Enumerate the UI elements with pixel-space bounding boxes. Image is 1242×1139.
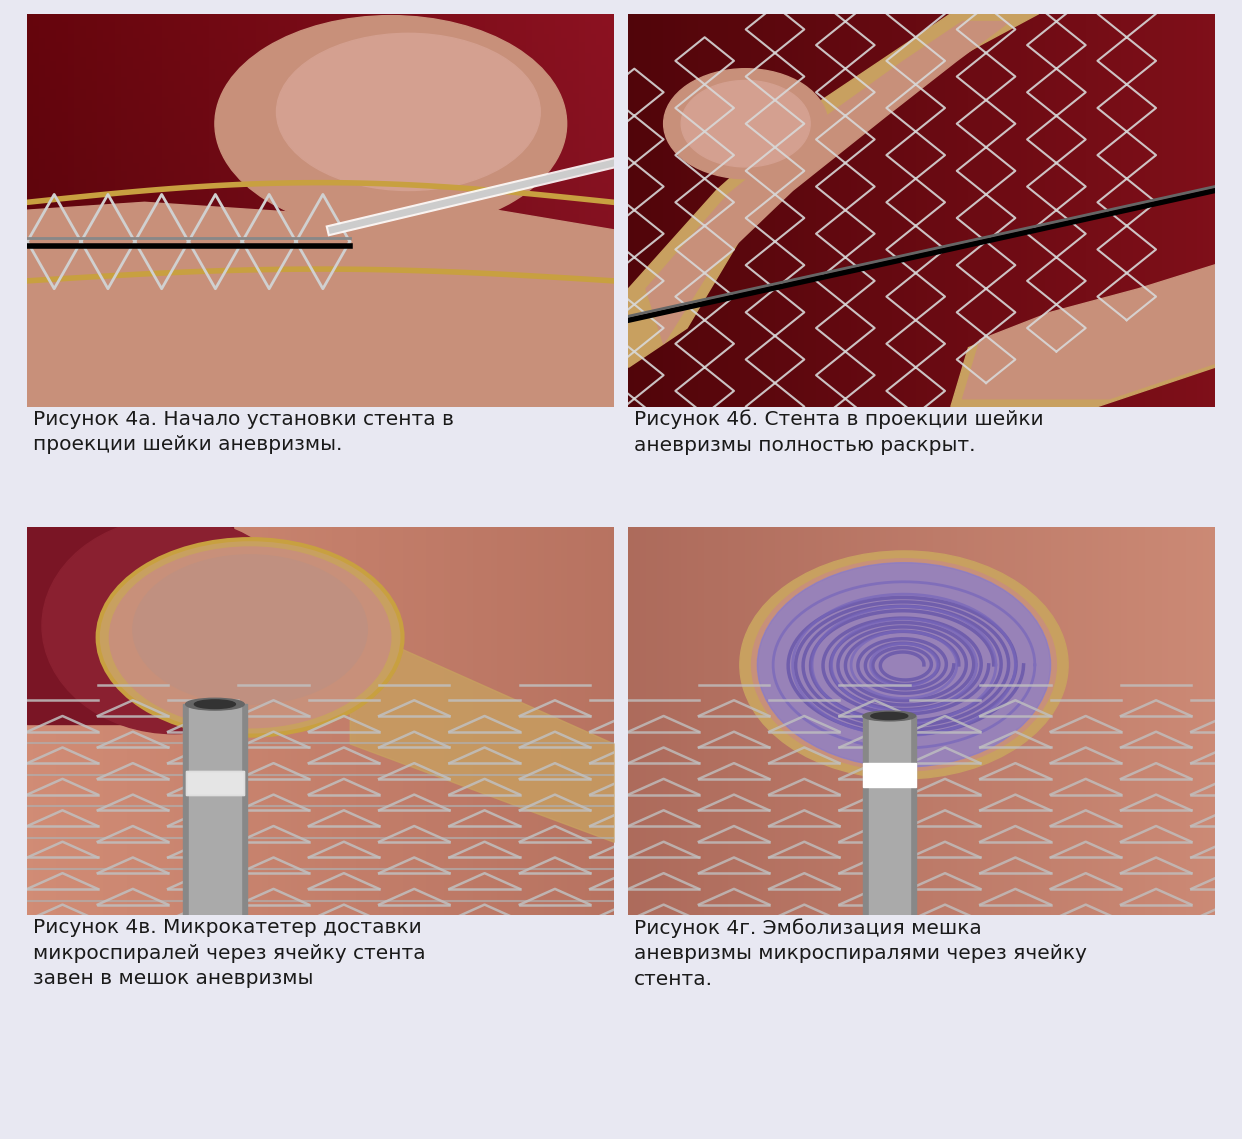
Ellipse shape [277, 33, 540, 190]
Bar [869, 716, 910, 920]
Ellipse shape [42, 517, 306, 734]
Ellipse shape [871, 712, 908, 720]
Polygon shape [646, 22, 1010, 344]
Ellipse shape [195, 699, 236, 708]
Text: Рисунок 4б. Стента в проекции шейки
аневризмы полностью раскрыт.: Рисунок 4б. Стента в проекции шейки анев… [635, 410, 1045, 456]
Text: Рисунок 4а. Начало установки стента в
проекции шейки аневризмы.: Рисунок 4а. Начало установки стента в пр… [34, 410, 455, 454]
Polygon shape [628, 14, 1038, 367]
Bar [27, 527, 232, 724]
Polygon shape [27, 203, 614, 407]
Bar [189, 704, 241, 920]
Text: Рисунок 4в. Микрокатетер доставки
микроспиралей через ячейку стента
завен в мешо: Рисунок 4в. Микрокатетер доставки микрос… [34, 918, 426, 989]
Ellipse shape [133, 555, 368, 704]
Ellipse shape [758, 563, 1051, 767]
Ellipse shape [109, 547, 391, 728]
Bar [185, 771, 245, 795]
Ellipse shape [751, 559, 1057, 771]
Bar [863, 763, 915, 787]
Polygon shape [963, 261, 1226, 399]
Ellipse shape [215, 16, 566, 231]
Ellipse shape [758, 563, 1051, 767]
Text: Рисунок 4г. Эмболизация мешка
аневризмы микроспиралями через ячейку
стента.: Рисунок 4г. Эмболизация мешка аневризмы … [635, 918, 1087, 989]
Bar [863, 716, 915, 920]
Ellipse shape [681, 81, 810, 167]
Ellipse shape [663, 68, 827, 179]
Ellipse shape [185, 698, 245, 710]
Polygon shape [951, 269, 1215, 407]
Bar [185, 771, 245, 795]
Ellipse shape [863, 711, 915, 721]
Ellipse shape [98, 539, 402, 736]
Ellipse shape [740, 551, 1068, 779]
Bar [183, 704, 247, 920]
